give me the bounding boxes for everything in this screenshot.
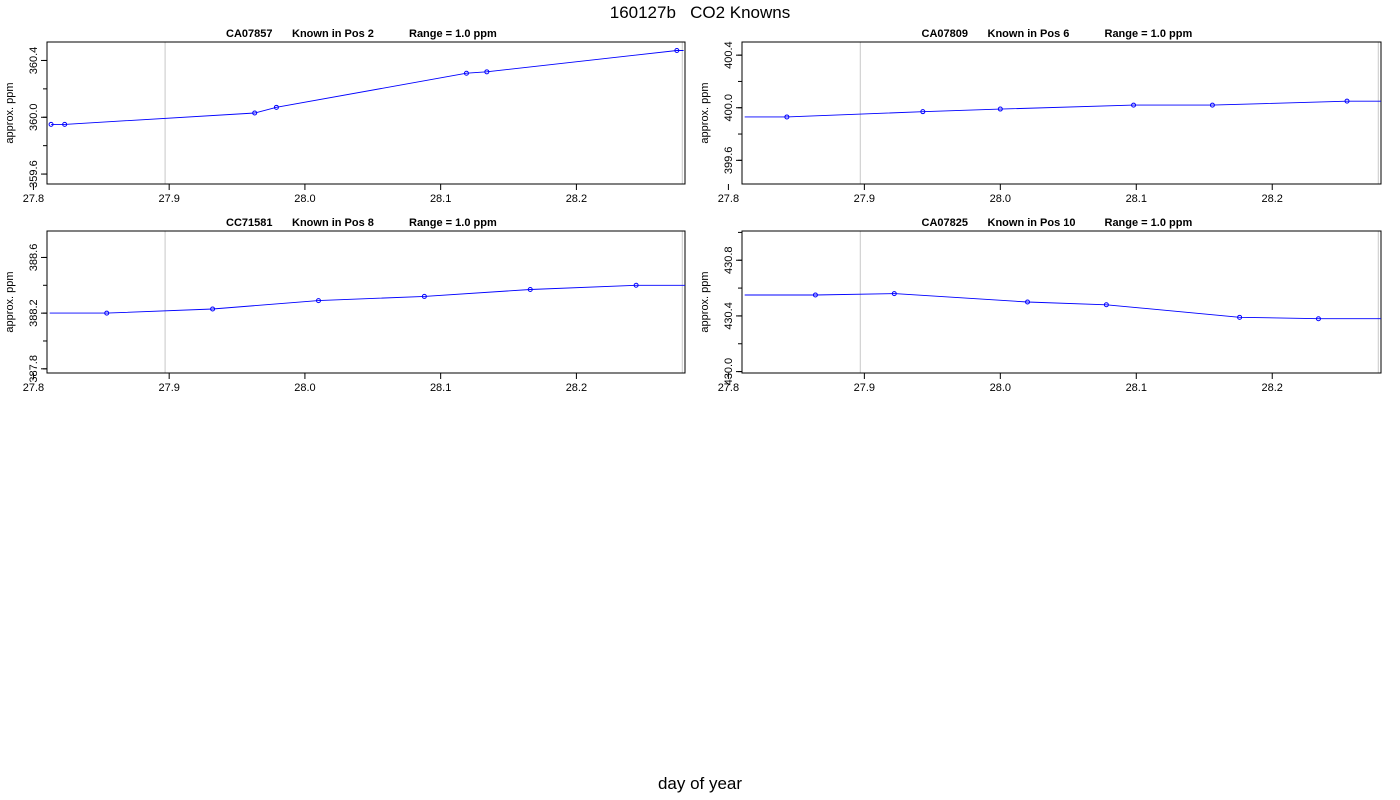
series-line — [744, 293, 1381, 320]
panel-title-known: Known in Pos 8 — [292, 217, 374, 229]
data-point — [463, 70, 469, 76]
data-point — [674, 48, 680, 54]
data-point — [104, 310, 110, 316]
x-tick-label: 27.9 — [158, 193, 179, 205]
y-tick-label: 430.4 — [723, 302, 735, 330]
page-title: 160127b CO2 Knowns — [609, 3, 791, 22]
data-point — [421, 293, 427, 299]
x-tick-label: 27.9 — [158, 382, 179, 394]
y-tick-label: 360.4 — [28, 47, 40, 75]
y-tick-label: 400.0 — [723, 94, 735, 122]
y-tick-label: 388.6 — [28, 244, 40, 272]
x-tick-label: 27.8 — [23, 193, 44, 205]
panel-title-id: CA07825 — [922, 217, 968, 229]
x-tick-label: 28.1 — [1126, 193, 1147, 205]
x-tick-label: 28.0 — [294, 382, 315, 394]
plot-frame — [46, 230, 686, 374]
x-axis-label: day of year — [657, 774, 743, 793]
chart-panel-4: CA07825 Known in Pos 10 Range = 1.0 ppm 27.… — [699, 217, 1382, 394]
series-line — [51, 50, 684, 125]
panel-title-known: Known in Pos 10 — [988, 217, 1076, 229]
panel-title-range: Range = 1.0 ppm — [409, 28, 497, 40]
data-point — [784, 114, 790, 120]
x-tick-label: 28.2 — [566, 382, 587, 394]
data-point — [812, 292, 818, 298]
y-tick-label: 360.0 — [28, 103, 40, 131]
data-point — [1315, 316, 1321, 322]
panel-title-id: CA07809 — [922, 28, 968, 40]
data-point — [527, 286, 533, 292]
data-point — [1025, 299, 1031, 305]
plot-frame — [46, 41, 686, 185]
x-tick-label: 28.2 — [1262, 382, 1283, 394]
series-line — [49, 284, 685, 314]
x-tick-label: 27.8 — [718, 382, 739, 394]
y-tick-label: 400.4 — [723, 41, 735, 69]
y-tick-label: 399.6 — [723, 147, 735, 175]
series-line — [744, 100, 1381, 118]
x-tick-label: 27.9 — [854, 382, 875, 394]
y-axis-label: approx. ppm — [699, 271, 711, 332]
data-point — [997, 106, 1003, 112]
data-point — [1344, 98, 1350, 104]
y-tick-label: 430.0 — [723, 358, 735, 386]
data-point — [252, 110, 258, 116]
x-tick-label: 28.1 — [1126, 382, 1147, 394]
x-tick-label: 27.9 — [854, 193, 875, 205]
plot-frame — [741, 41, 1382, 185]
data-point — [891, 291, 897, 297]
y-axis-label: approx. ppm — [699, 82, 711, 143]
data-point — [273, 104, 279, 110]
plot-canvas: CA07857 Known in Pos 2 Range = 1.0 ppm 27.8… — [4, 28, 1382, 394]
data-point — [48, 121, 54, 127]
x-tick-label: 28.0 — [990, 193, 1011, 205]
panel-title-range: Range = 1.0 ppm — [409, 217, 497, 229]
y-tick-label: 430.8 — [723, 246, 735, 274]
data-point — [210, 306, 216, 312]
x-tick-label: 28.1 — [430, 382, 451, 394]
chart-panel-1: CA07857 Known in Pos 2 Range = 1.0 ppm 27.8… — [4, 28, 686, 205]
chart-panel-3: CC71581 Known in Pos 8 Range = 1.0 ppm 27.8… — [4, 217, 686, 394]
data-point — [484, 69, 490, 75]
y-tick-label: 387.8 — [28, 355, 40, 383]
x-tick-label: 28.2 — [566, 193, 587, 205]
data-point — [920, 109, 926, 115]
y-axis-label: approx. ppm — [4, 271, 16, 332]
panel-title-known: Known in Pos 6 — [988, 28, 1070, 40]
y-tick-label: 359.6 — [28, 160, 40, 188]
data-point — [315, 298, 321, 304]
x-tick-label: 27.8 — [718, 193, 739, 205]
data-point — [62, 121, 68, 127]
x-tick-label: 28.0 — [990, 382, 1011, 394]
data-point — [633, 282, 639, 288]
panel-title-id: CA07857 — [226, 28, 272, 40]
panel-title-known: Known in Pos 2 — [292, 28, 374, 40]
panel-title-range: Range = 1.0 ppm — [1105, 217, 1193, 229]
plot-frame — [741, 230, 1382, 374]
x-tick-label: 28.2 — [1262, 193, 1283, 205]
x-tick-label: 28.1 — [430, 193, 451, 205]
panel-title-id: CC71581 — [226, 217, 272, 229]
data-point — [1131, 102, 1137, 108]
data-point — [1209, 102, 1215, 108]
panel-title-range: Range = 1.0 ppm — [1105, 28, 1193, 40]
chart-panel-2: CA07809 Known in Pos 6 Range = 1.0 ppm 27.8… — [699, 28, 1382, 205]
data-point — [1237, 314, 1243, 320]
x-tick-label: 28.0 — [294, 193, 315, 205]
y-tick-label: 388.2 — [28, 299, 40, 327]
x-tick-label: 27.8 — [23, 382, 44, 394]
y-axis-label: approx. ppm — [4, 82, 16, 143]
data-point — [1103, 302, 1109, 308]
